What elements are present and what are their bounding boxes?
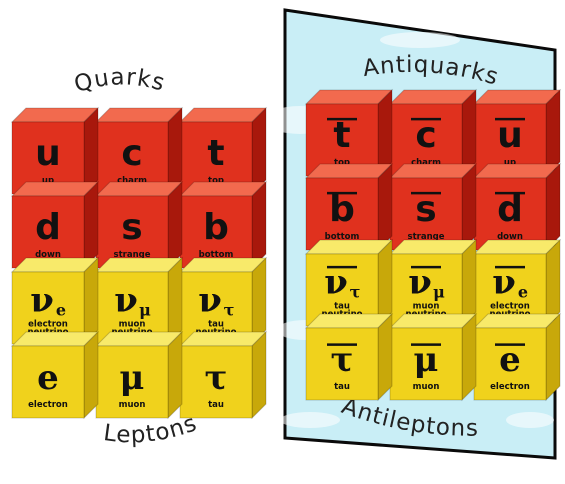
- antilepton-symbol: ν: [324, 263, 348, 303]
- quark-name: strange: [114, 250, 151, 260]
- antilepton-symbol: e: [499, 340, 521, 380]
- antilepton-name: tau: [334, 382, 350, 392]
- antiquark-name: charm: [411, 158, 441, 168]
- lepton-name: electron: [28, 400, 68, 410]
- lepton-name: muon: [119, 400, 146, 410]
- antilepton-name: muon: [413, 302, 440, 312]
- quark-name: up: [42, 176, 54, 186]
- antilepton-cube: τ tau: [304, 312, 394, 402]
- antiquark-cube: b bottom: [304, 162, 394, 252]
- antiquark-symbol: s: [415, 189, 436, 230]
- antilepton-cube: νeelectronneutrino: [472, 238, 562, 328]
- antiquark-cube: s strange: [388, 162, 478, 252]
- quark-cube: s strange: [94, 180, 184, 270]
- lepton-subscript: e: [56, 301, 66, 320]
- antilepton-cube: e electron: [472, 312, 562, 402]
- antiquark-symbol: d: [497, 189, 523, 230]
- quark-symbol: b: [203, 207, 229, 248]
- antilepton-symbol: τ: [331, 340, 354, 380]
- antiquark-cube: t top: [304, 88, 394, 178]
- quark-cube: c charm: [94, 106, 184, 196]
- lepton-symbol: ν: [198, 281, 222, 321]
- antilepton-cube: νμmuonneutrino: [388, 238, 478, 328]
- lepton-cube: ντtauneutrino: [178, 256, 268, 346]
- lepton-name: tau: [208, 400, 224, 410]
- lepton-symbol: τ: [205, 358, 228, 398]
- lepton-name: electron: [28, 320, 68, 330]
- lepton-symbol: ν: [30, 281, 54, 321]
- quark-symbol: c: [121, 133, 142, 174]
- lepton-cube: e electron: [10, 330, 100, 420]
- antiquark-symbol: c: [415, 115, 436, 156]
- antiquark-name: bottom: [325, 232, 360, 242]
- quark-name: bottom: [199, 250, 234, 260]
- lepton-cube: μ muon: [94, 330, 184, 420]
- antilepton-cube: μ muon: [388, 312, 478, 402]
- quark-symbol: t: [207, 133, 224, 174]
- antiquark-symbol: t: [333, 115, 350, 156]
- lepton-name: tau: [208, 320, 224, 330]
- antilepton-name: tau: [334, 302, 350, 312]
- antiquark-symbol: b: [329, 189, 355, 230]
- lepton-subscript: μ: [139, 301, 151, 320]
- particle-cubes: t top c charm u up b bottom s strange d down ντtaune…: [10, 88, 562, 420]
- quark-symbol: s: [121, 207, 142, 248]
- lepton-cube: νμmuonneutrino: [94, 256, 184, 346]
- antiquark-cube: u up: [472, 88, 562, 178]
- lepton-subscript: τ: [224, 301, 235, 320]
- antilepton-symbol: ν: [408, 263, 432, 303]
- quark-name: charm: [117, 176, 147, 186]
- lepton-symbol: e: [37, 358, 59, 398]
- quark-cube: b bottom: [178, 180, 268, 270]
- antilepton-name: muon: [413, 382, 440, 392]
- antilepton-subscript: μ: [433, 283, 445, 302]
- antilepton-cube: ντtauneutrino: [304, 238, 394, 328]
- quark-symbol: d: [35, 207, 61, 248]
- quark-cube: t top: [178, 106, 268, 196]
- antiquark-name: strange: [408, 232, 445, 242]
- quark-cube: d down: [10, 180, 100, 270]
- lepton-symbol: μ: [120, 358, 145, 398]
- antilepton-symbol: μ: [414, 340, 439, 380]
- antiquark-cube: c charm: [388, 88, 478, 178]
- antiquark-name: up: [504, 158, 516, 168]
- antiquark-name: top: [334, 158, 350, 168]
- antiquark-symbol: u: [497, 115, 523, 156]
- quark-name: down: [35, 250, 61, 260]
- quark-symbol: u: [35, 133, 61, 174]
- quark-name: top: [208, 176, 224, 186]
- antilepton-name: electron: [490, 302, 530, 312]
- antiquark-name: down: [497, 232, 523, 242]
- quark-cube: u up: [10, 106, 100, 196]
- antilepton-symbol: ν: [492, 263, 516, 303]
- antilepton-subscript: e: [518, 283, 528, 302]
- antilepton-name: electron: [490, 382, 530, 392]
- quarks-title: Quarks: [71, 64, 168, 98]
- antilepton-subscript: τ: [350, 283, 361, 302]
- lepton-cube: νeelectronneutrino: [10, 256, 100, 346]
- lepton-symbol: ν: [114, 281, 138, 321]
- lepton-cube: τ tau: [178, 330, 268, 420]
- antiquark-cube: d down: [472, 162, 562, 252]
- lepton-name: muon: [119, 320, 146, 330]
